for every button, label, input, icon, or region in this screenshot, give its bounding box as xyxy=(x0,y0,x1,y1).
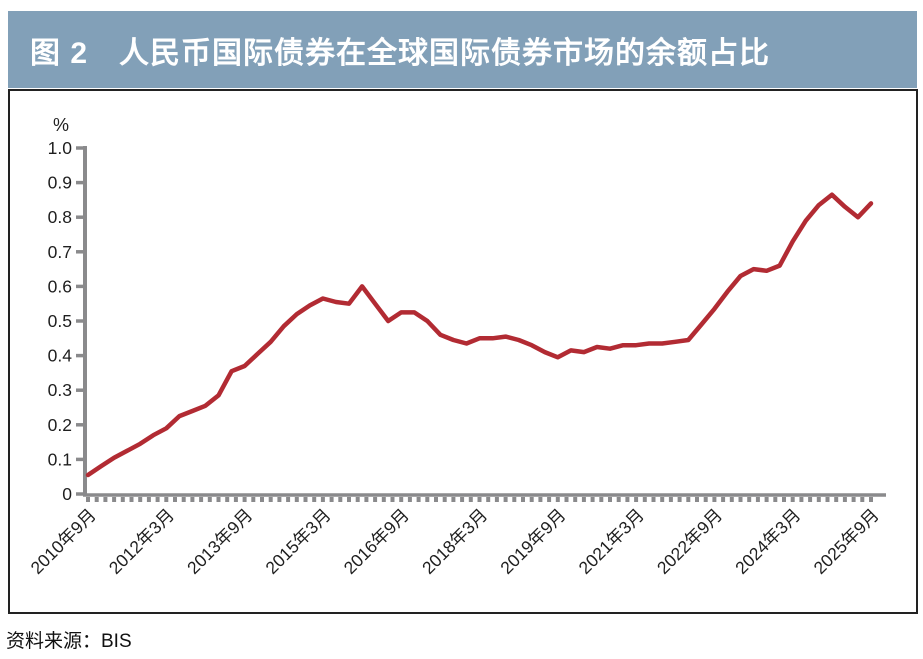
svg-text:0: 0 xyxy=(62,484,72,504)
svg-text:2013年9月: 2013年9月 xyxy=(183,505,256,578)
svg-text:2018年3月: 2018年3月 xyxy=(418,505,491,578)
chart-area xyxy=(8,89,918,614)
svg-text:2025年9月: 2025年9月 xyxy=(810,505,883,578)
svg-text:0.5: 0.5 xyxy=(48,311,72,331)
svg-text:2019年9月: 2019年9月 xyxy=(496,505,569,578)
svg-text:2021年3月: 2021年3月 xyxy=(575,505,648,578)
figure-title: 图 2 人民币国际债券在全球国际债券市场的余额占比 xyxy=(30,36,771,70)
svg-text:2015年3月: 2015年3月 xyxy=(261,505,334,578)
svg-text:0.6: 0.6 xyxy=(48,276,72,296)
svg-text:2022年9月: 2022年9月 xyxy=(653,505,726,578)
svg-text:0.1: 0.1 xyxy=(48,449,72,469)
svg-text:0.4: 0.4 xyxy=(48,346,73,366)
svg-text:2024年3月: 2024年3月 xyxy=(731,505,804,578)
svg-text:2010年9月: 2010年9月 xyxy=(27,505,100,578)
svg-text:2016年9月: 2016年9月 xyxy=(340,505,413,578)
svg-text:0.3: 0.3 xyxy=(48,380,72,400)
svg-text:1.0: 1.0 xyxy=(48,138,73,158)
figure-title-bar: 图 2 人民币国际债券在全球国际债券市场的余额占比 xyxy=(8,11,917,88)
svg-text:0.2: 0.2 xyxy=(48,415,72,435)
svg-text:2012年3月: 2012年3月 xyxy=(105,505,178,578)
source-note: 资料来源：BIS xyxy=(6,631,132,652)
svg-text:%: % xyxy=(53,115,69,135)
svg-text:0.9: 0.9 xyxy=(48,173,72,193)
svg-text:0.7: 0.7 xyxy=(48,242,72,262)
svg-text:0.8: 0.8 xyxy=(48,207,72,227)
